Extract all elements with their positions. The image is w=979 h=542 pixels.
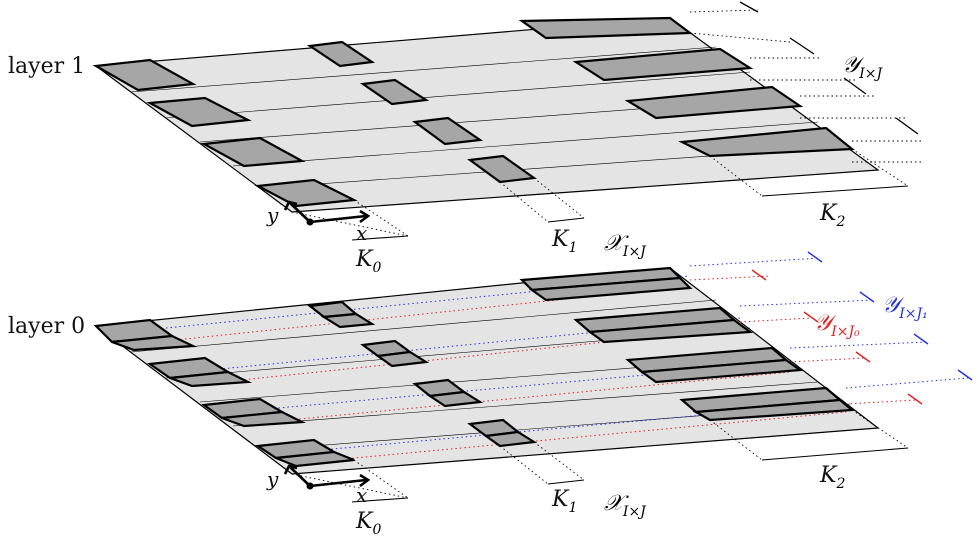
- layer-0: [93, 251, 973, 503]
- layer-1-k2-blocks: [518, 16, 855, 158]
- layer-1-ticks: [739, 1, 919, 135]
- layer-1-k0-blocks: [92, 58, 358, 208]
- layer-0-k2-blocks: [519, 266, 855, 422]
- layer-0-k0-bracket: [351, 497, 409, 503]
- layer-0-output-blue-label: 𝒴I×J₁: [882, 293, 928, 322]
- layer-1-output-label: 𝒴I×J: [842, 53, 884, 82]
- layer-1-k0-label: K0: [355, 247, 381, 276]
- layer-0-k1-label: K1: [551, 487, 577, 516]
- layer-1-origin: [306, 218, 314, 226]
- layer-0-output-red-label: 𝒴I×J₀: [814, 311, 860, 340]
- layer-0-k0-blocks: [93, 318, 355, 468]
- layer-0-blue-ticks: [807, 251, 973, 381]
- layer-1-k2-label: K2: [819, 201, 845, 230]
- layer-1-title: layer 1: [8, 54, 85, 79]
- layer-0-k1-blocks: [307, 300, 538, 448]
- layer-0-y-label: y: [266, 467, 279, 491]
- layer-1-k1-label: K1: [551, 227, 577, 256]
- layer-0-k2-label: K2: [819, 463, 845, 492]
- layer-0-domain-label: 𝒳I×J: [604, 491, 647, 520]
- layer-0-guides: [291, 409, 909, 499]
- layer-0-red-guides: [175, 275, 917, 463]
- layer-1: [92, 1, 922, 241]
- layer-0-axes: [283, 464, 371, 488]
- layer-1-axes: [283, 200, 371, 224]
- layer-0-x-label: x: [356, 483, 367, 507]
- layer-1-k0-bracket: [351, 235, 409, 241]
- layer-1-guides: [291, 9, 922, 237]
- layer-1-x-label: x: [356, 221, 367, 245]
- layer-0-red-ticks: [751, 269, 923, 405]
- layer-1-domain-label: 𝒳I×J: [604, 231, 647, 260]
- layer-1-y-label: y: [266, 203, 279, 227]
- layer-0-origin: [306, 482, 314, 490]
- layer-0-k0-label: K0: [355, 509, 381, 538]
- layer-0-title: layer 0: [8, 314, 85, 339]
